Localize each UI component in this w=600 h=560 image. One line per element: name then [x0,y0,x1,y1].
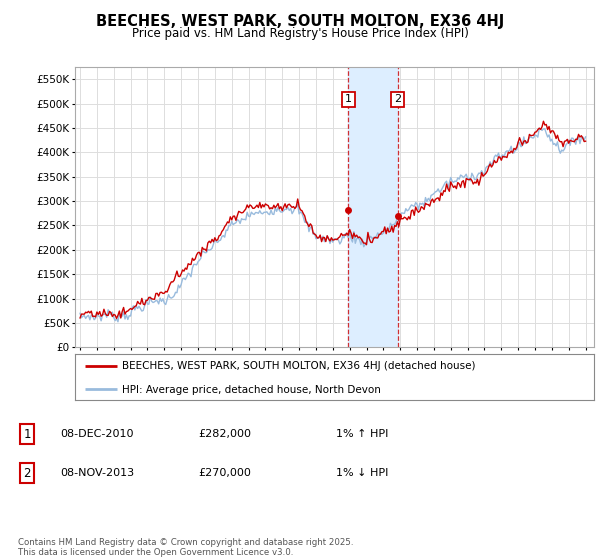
Text: £270,000: £270,000 [198,468,251,478]
Text: 1% ↓ HPI: 1% ↓ HPI [336,468,388,478]
Text: 1% ↑ HPI: 1% ↑ HPI [336,429,388,439]
Text: 2: 2 [23,466,31,480]
Bar [349,67,398,347]
Text: 2: 2 [394,95,401,104]
Text: 08-DEC-2010: 08-DEC-2010 [60,429,133,439]
Text: 1: 1 [345,95,352,104]
Text: 1: 1 [23,427,31,441]
Text: BEECHES, WEST PARK, SOUTH MOLTON, EX36 4HJ (detached house): BEECHES, WEST PARK, SOUTH MOLTON, EX36 4… [122,361,475,371]
Text: 08-NOV-2013: 08-NOV-2013 [60,468,134,478]
Text: BEECHES, WEST PARK, SOUTH MOLTON, EX36 4HJ: BEECHES, WEST PARK, SOUTH MOLTON, EX36 4… [96,14,504,29]
Text: Contains HM Land Registry data © Crown copyright and database right 2025.
This d: Contains HM Land Registry data © Crown c… [18,538,353,557]
Text: £282,000: £282,000 [198,429,251,439]
Text: HPI: Average price, detached house, North Devon: HPI: Average price, detached house, Nort… [122,385,380,395]
Text: Price paid vs. HM Land Registry's House Price Index (HPI): Price paid vs. HM Land Registry's House … [131,27,469,40]
